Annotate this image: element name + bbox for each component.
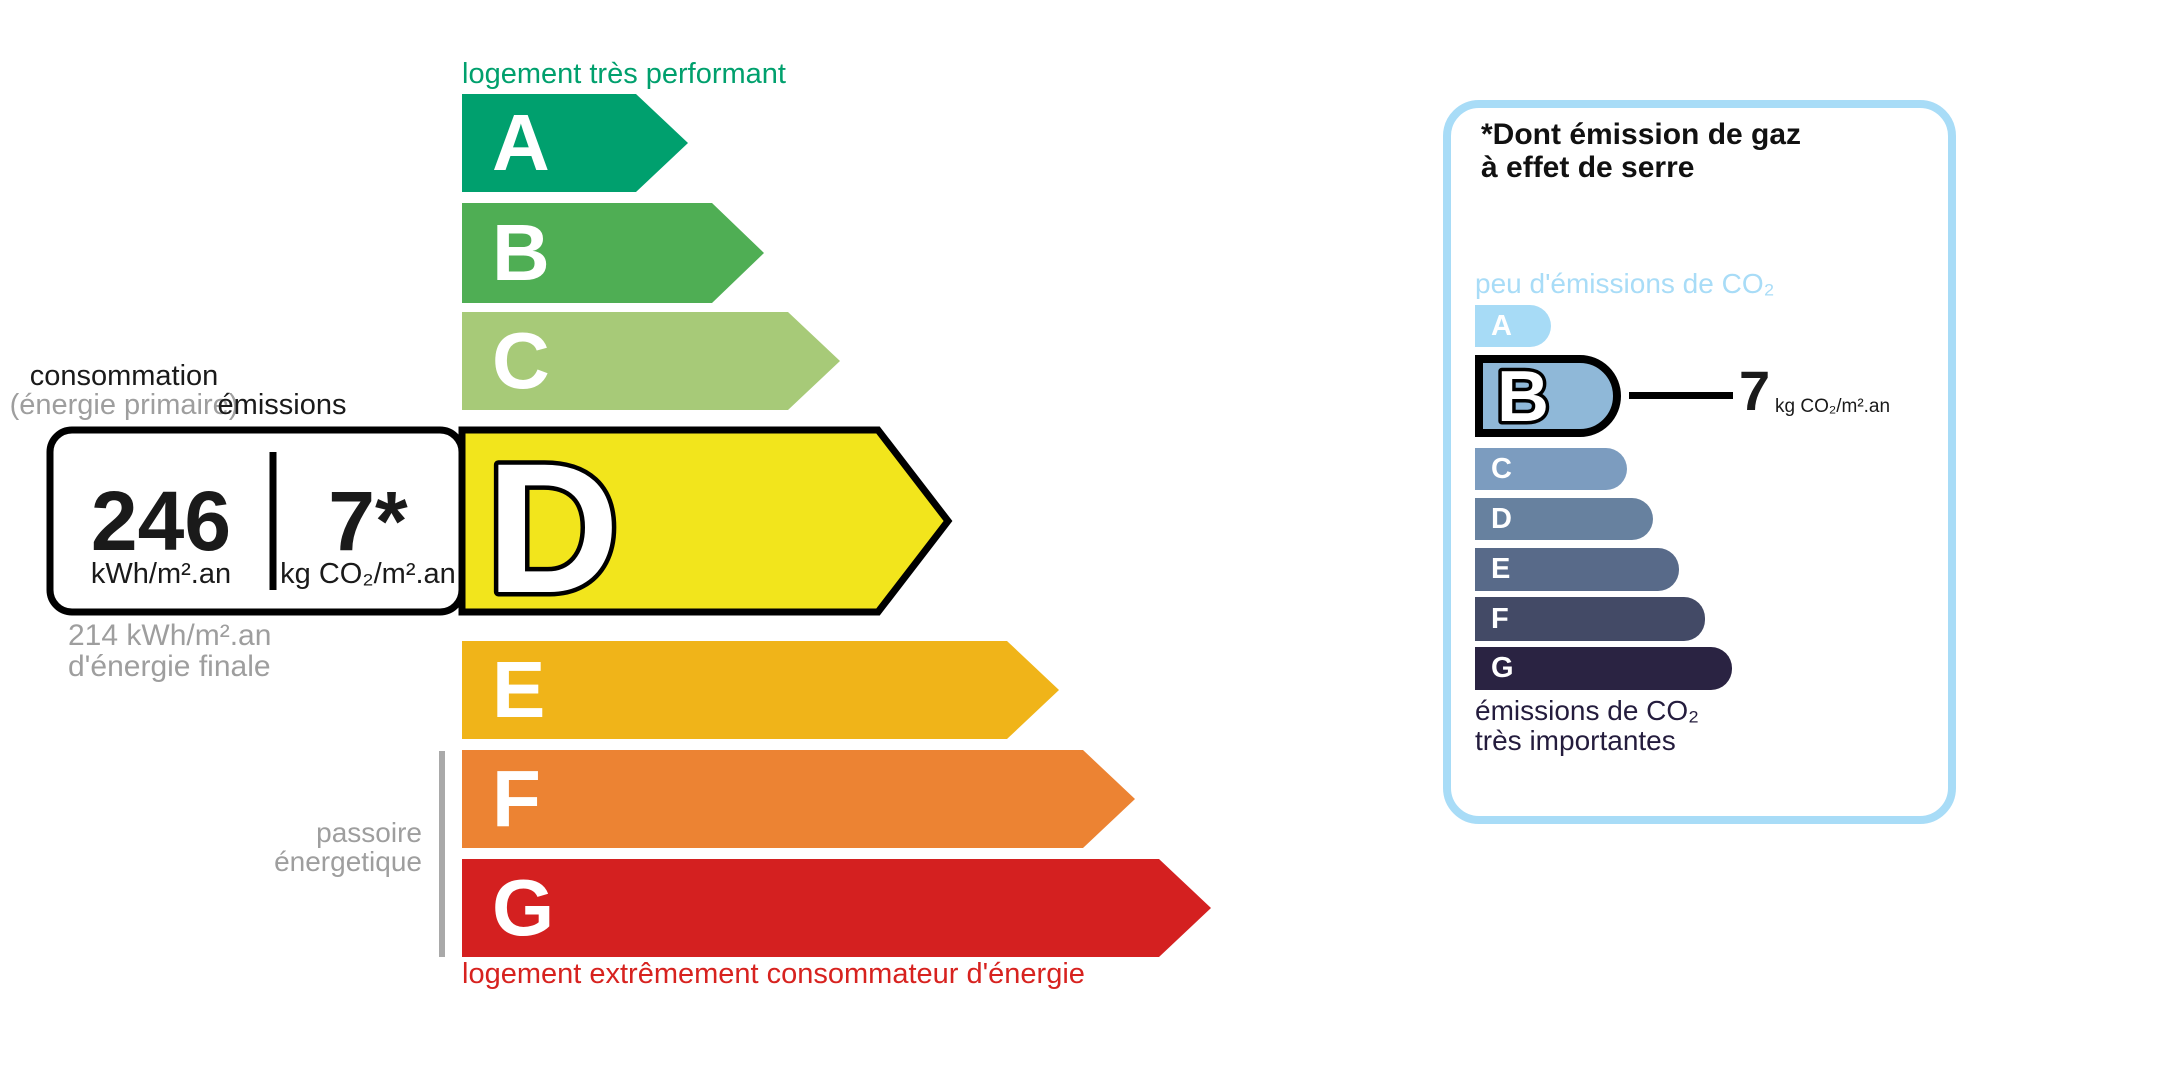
- energy-sieve-line2: énergetique: [274, 846, 422, 877]
- ges-letter-g: G: [1491, 652, 1514, 684]
- ges-title-line1: *Dont émission de gaz: [1481, 118, 1802, 151]
- ges-letter-f: F: [1491, 602, 1509, 635]
- epc-high-consumption-label: logement extrêmement consommateur d'éner…: [462, 958, 1085, 990]
- epc-letter-d: D: [486, 426, 620, 620]
- ges-bar-a: A: [1475, 305, 1551, 347]
- epc-bar-f: F: [462, 750, 1135, 848]
- emissions-header: émissions: [217, 389, 347, 421]
- energy-sieve-bracket: [439, 751, 445, 957]
- ges-value: 7: [1739, 359, 1771, 422]
- ges-high-emissions-line2: très importantes: [1475, 725, 1676, 756]
- epc-letter-c: C: [492, 316, 550, 405]
- ges-bar-b-current: B: [1475, 355, 1621, 437]
- emissions-unit: kg CO₂/m².an: [280, 558, 456, 590]
- epc-letter-e: E: [492, 645, 546, 734]
- final-energy-note: 214 kWh/m².an d'énergie finale: [68, 620, 271, 682]
- ges-letter-c: C: [1491, 452, 1512, 485]
- ges-bar-f: F: [1475, 597, 1705, 641]
- epc-letter-g: G: [492, 863, 555, 952]
- ges-bar-e: E: [1475, 548, 1679, 591]
- epc-letter-a: A: [492, 98, 550, 187]
- consumption-value: 246: [91, 474, 231, 568]
- ges-value-connector-line: [1629, 392, 1733, 399]
- consumption-unit: kWh/m².an: [91, 558, 231, 590]
- energy-sieve-line1: passoire: [316, 817, 422, 848]
- ges-low-emissions-label: peu d'émissions de CO₂: [1475, 268, 1775, 299]
- consumption-header: consommation: [29, 360, 219, 392]
- ges-letter-b: B: [1497, 364, 1549, 428]
- epc-current-rating-row: 246 kWh/m².an 7* kg CO₂/m².an D: [46, 422, 953, 620]
- ges-bar-c: C: [1475, 448, 1627, 490]
- emissions-value: 7*: [328, 474, 408, 568]
- ges-letter-a: A: [1491, 309, 1512, 342]
- energy-sieve-label: passoire énergetique: [240, 818, 422, 876]
- epc-bar-b: B: [462, 203, 764, 303]
- epc-bar-a: A: [462, 94, 688, 192]
- epc-letter-f: F: [492, 754, 541, 843]
- final-energy-line1: 214 kWh/m².an: [68, 619, 272, 652]
- ges-letter-b-svg: B: [1494, 364, 1553, 428]
- epc-top-performance-label: logement très performant: [462, 58, 786, 90]
- ges-high-emissions-label: émissions de CO₂ très importantes: [1475, 696, 1699, 756]
- ges-title-line2: à effet de serre: [1481, 151, 1695, 184]
- consumption-subheader: (énergie primaire): [9, 389, 239, 421]
- final-energy-line2: d'énergie finale: [68, 650, 271, 683]
- epc-bar-c: C: [462, 312, 840, 410]
- ges-letter-e: E: [1491, 553, 1511, 585]
- epc-bar-g: G: [462, 859, 1211, 957]
- ges-bar-g: G: [1475, 647, 1732, 690]
- ges-panel: *Dont émission de gaz à effet de serre p…: [1443, 100, 1956, 824]
- epc-bar-e: E: [462, 641, 1059, 739]
- ges-title: *Dont émission de gaz à effet de serre: [1481, 118, 1801, 184]
- ges-letter-d: D: [1491, 502, 1512, 535]
- epc-letter-b: B: [492, 208, 550, 297]
- epc-bar-d: [458, 426, 953, 616]
- ges-value-unit: kg CO₂/m².an: [1775, 396, 1891, 417]
- ges-high-emissions-line1: émissions de CO₂: [1475, 695, 1700, 726]
- ges-bar-d: D: [1475, 498, 1653, 540]
